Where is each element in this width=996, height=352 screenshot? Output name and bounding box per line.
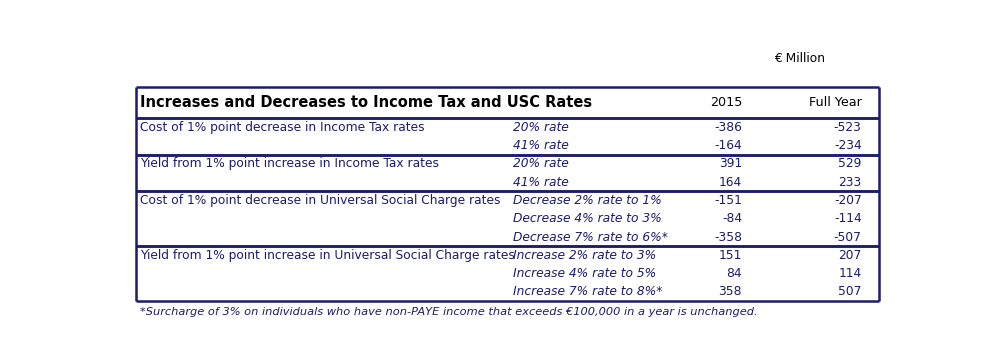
Text: -207: -207 — [834, 194, 862, 207]
Text: -523: -523 — [834, 121, 862, 134]
Text: Decrease 2% rate to 1%: Decrease 2% rate to 1% — [513, 194, 661, 207]
Text: Yield from 1% point increase in Income Tax rates: Yield from 1% point increase in Income T… — [139, 157, 439, 170]
Text: 358: 358 — [718, 285, 742, 298]
Text: Increase 4% rate to 5%: Increase 4% rate to 5% — [513, 267, 656, 280]
Text: -84: -84 — [722, 212, 742, 225]
Text: Cost of 1% point decrease in Income Tax rates: Cost of 1% point decrease in Income Tax … — [139, 121, 424, 134]
Text: Increase 2% rate to 3%: Increase 2% rate to 3% — [513, 249, 656, 262]
Text: *Surcharge of 3% on individuals who have non-PAYE income that exceeds €100,000 i: *Surcharge of 3% on individuals who have… — [139, 307, 758, 316]
Text: -151: -151 — [714, 194, 742, 207]
Text: -358: -358 — [714, 231, 742, 244]
Text: 84: 84 — [726, 267, 742, 280]
Text: 41% rate: 41% rate — [513, 139, 569, 152]
Text: Decrease 7% rate to 6%*: Decrease 7% rate to 6%* — [513, 231, 667, 244]
Text: -386: -386 — [714, 121, 742, 134]
Text: 114: 114 — [839, 267, 862, 280]
Text: Yield from 1% point increase in Universal Social Charge rates: Yield from 1% point increase in Universa… — [139, 249, 515, 262]
Text: Full Year: Full Year — [809, 96, 862, 109]
Text: 391: 391 — [719, 157, 742, 170]
Text: 507: 507 — [839, 285, 862, 298]
Text: -507: -507 — [834, 231, 862, 244]
Text: € Million: € Million — [775, 52, 826, 65]
Text: Cost of 1% point decrease in Universal Social Charge rates: Cost of 1% point decrease in Universal S… — [139, 194, 500, 207]
Text: 529: 529 — [839, 157, 862, 170]
Text: 233: 233 — [839, 176, 862, 189]
Text: -164: -164 — [714, 139, 742, 152]
Text: -234: -234 — [834, 139, 862, 152]
Text: 41% rate: 41% rate — [513, 176, 569, 189]
Text: -114: -114 — [834, 212, 862, 225]
Text: Decrease 4% rate to 3%: Decrease 4% rate to 3% — [513, 212, 661, 225]
Text: 164: 164 — [719, 176, 742, 189]
Text: 20% rate: 20% rate — [513, 157, 569, 170]
Text: Increases and Decreases to Income Tax and USC Rates: Increases and Decreases to Income Tax an… — [139, 95, 592, 110]
Text: 151: 151 — [719, 249, 742, 262]
Text: 207: 207 — [839, 249, 862, 262]
Text: Increase 7% rate to 8%*: Increase 7% rate to 8%* — [513, 285, 662, 298]
Text: 2015: 2015 — [709, 96, 742, 109]
Text: 20% rate: 20% rate — [513, 121, 569, 134]
